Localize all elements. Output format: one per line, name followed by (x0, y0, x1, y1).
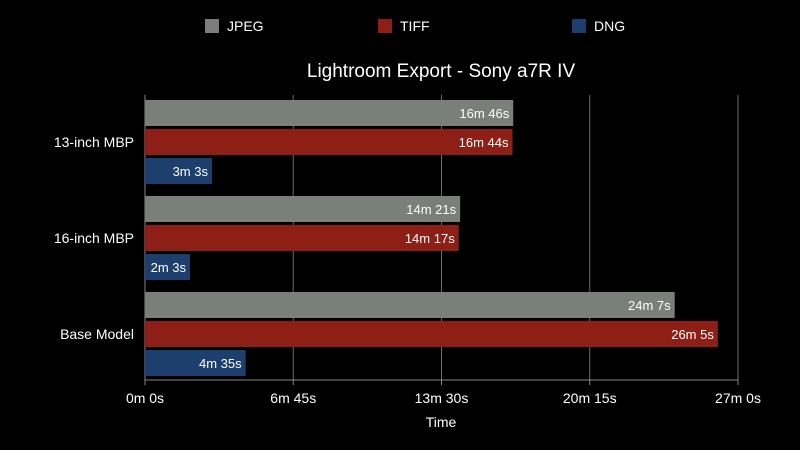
x-tick-labels: 0m 0s 6m 45s 13m 30s 20m 15s 27m 0s (126, 390, 761, 406)
data-label: 4m 35s (199, 356, 242, 371)
data-label: 16m 44s (459, 135, 509, 150)
legend: JPEG TIFF DNG (205, 18, 625, 34)
x-tick-label: 13m 30s (415, 390, 469, 406)
bars: 16m 46s 16m 44s 3m 3s 14m 21s 14m 17s 2m 3s 24… (145, 100, 718, 376)
data-label: 16m 46s (459, 106, 509, 121)
bar-dng (145, 350, 246, 376)
bar-tiff (145, 129, 513, 155)
bar-tiff (145, 321, 718, 347)
bar-tiff (145, 225, 459, 251)
legend-label: TIFF (400, 18, 430, 34)
bar-dng (145, 254, 191, 280)
category-label: 13-inch MBP (54, 134, 134, 150)
bar-dng (145, 158, 212, 184)
bar-jpeg (145, 292, 675, 318)
chart-title: Lightroom Export - Sony a7R IV (307, 61, 576, 82)
data-label: 26m 5s (671, 327, 714, 342)
data-label: 14m 21s (406, 202, 456, 217)
bar-jpeg (145, 196, 461, 222)
x-tick-label: 6m 45s (270, 390, 316, 406)
data-label: 3m 3s (173, 164, 209, 179)
x-tick-label: 0m 0s (126, 390, 164, 406)
legend-label: DNG (594, 18, 625, 34)
x-tick-label: 27m 0s (715, 390, 761, 406)
data-label: 14m 17s (405, 231, 455, 246)
category-label: Base Model (60, 326, 134, 342)
category-label: 16-inch MBP (54, 230, 134, 246)
bar-jpeg (145, 100, 514, 126)
category-labels: 13-inch MBP 16-inch MBP Base Model (54, 134, 134, 342)
x-axis-label: Time (426, 414, 457, 430)
legend-swatch-jpeg (205, 19, 219, 33)
data-label: 2m 3s (151, 260, 187, 275)
legend-label: JPEG (227, 18, 264, 34)
data-label: 24m 7s (628, 298, 671, 313)
x-tick-label: 20m 15s (563, 390, 617, 406)
legend-swatch-tiff (378, 19, 392, 33)
legend-swatch-dng (572, 19, 586, 33)
